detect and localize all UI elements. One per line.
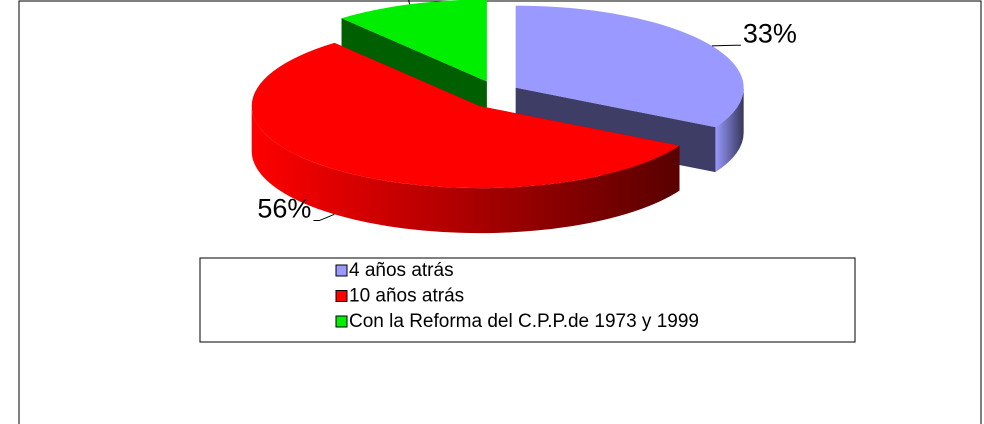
legend-swatch bbox=[335, 264, 348, 277]
data-label: 56% bbox=[257, 194, 311, 224]
slice-wall bbox=[251, 106, 680, 234]
legend-label: Con la Reforma del C.P.P.de 1973 y 1999 bbox=[349, 311, 699, 332]
legend-box bbox=[199, 257, 856, 343]
legend-swatch bbox=[335, 315, 348, 328]
legend-label: 4 años atrás bbox=[349, 260, 454, 281]
leader-line bbox=[313, 213, 335, 222]
leader-line bbox=[711, 44, 741, 47]
slice bbox=[515, 5, 744, 128]
slice bbox=[251, 42, 680, 189]
data-label: 33% bbox=[743, 18, 797, 48]
legend-swatch bbox=[335, 290, 348, 302]
slice-wall bbox=[715, 87, 744, 173]
legend-label: 10 años atrás bbox=[349, 286, 464, 307]
slice bbox=[341, 0, 487, 82]
